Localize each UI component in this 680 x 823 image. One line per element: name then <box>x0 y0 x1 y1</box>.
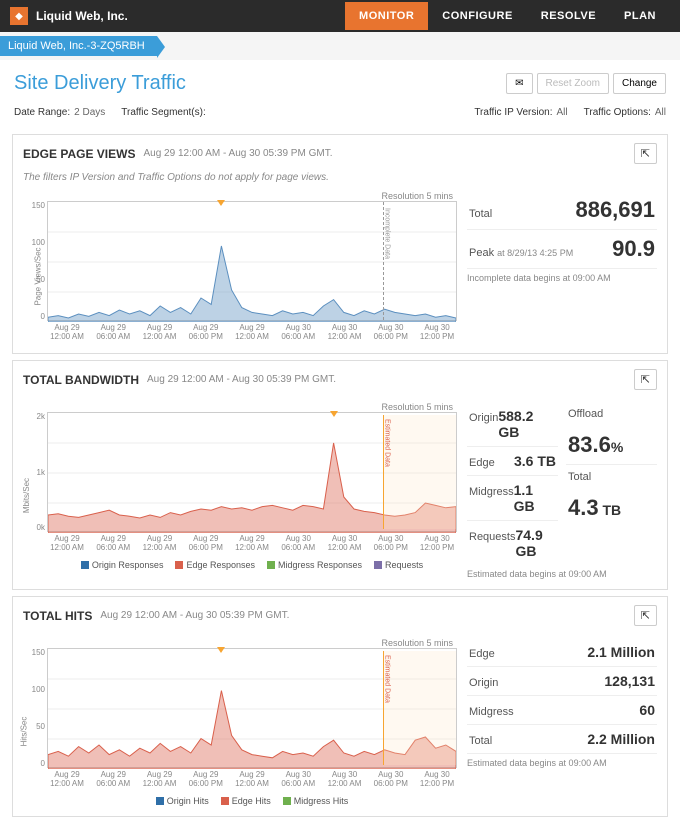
ip-version-label: Traffic IP Version: <box>474 107 552 118</box>
traffic-options-value: All <box>655 107 666 118</box>
panel-range: Aug 29 12:00 AM - Aug 30 05:39 PM GMT. <box>100 610 625 621</box>
panel-title: TOTAL BANDWIDTH <box>23 373 139 387</box>
change-button[interactable]: Change <box>613 73 666 94</box>
company-name: Liquid Web, Inc. <box>36 9 345 23</box>
nav-resolve[interactable]: RESOLVE <box>527 2 610 30</box>
mail-button[interactable]: ✉ <box>506 73 532 94</box>
nav-configure[interactable]: CONFIGURE <box>428 2 527 30</box>
x-ticks: Aug 2912:00 AMAug 2906:00 AMAug 2912:00 … <box>47 321 457 343</box>
panel-page-views: EDGE PAGE VIEWS Aug 29 12:00 AM - Aug 30… <box>12 134 668 354</box>
legend-bandwidth: Origin ResponsesEdge ResponsesMidgress R… <box>47 554 457 570</box>
stats-bandwidth: Origin588.2 GB Edge3.6 TB Midgress1.1 GB… <box>467 402 657 579</box>
date-range-label: Date Range: <box>14 107 70 118</box>
y-ticks: 150100500 <box>25 648 45 768</box>
breadcrumb-bar: Liquid Web, Inc.-3-ZQ5RBH <box>0 32 680 60</box>
panel-title: TOTAL HITS <box>23 609 92 623</box>
chart-bandwidth[interactable]: Estimated Data <box>47 412 457 532</box>
panel-bandwidth: TOTAL BANDWIDTH Aug 29 12:00 AM - Aug 30… <box>12 360 668 590</box>
x-ticks: Aug 2912:00 AMAug 2906:00 AMAug 2912:00 … <box>47 768 457 790</box>
reset-zoom-button[interactable]: Reset Zoom <box>537 73 609 94</box>
nav-plan[interactable]: PLAN <box>610 2 670 30</box>
stats-page-views: Total886,691 Peak at 8/29/13 4:25 PM90.9… <box>467 191 657 343</box>
logo-icon: ◆ <box>10 7 28 25</box>
filter-bar: Date Range: 2 Days Traffic Segment(s): Tr… <box>0 103 680 128</box>
page-title: Site Delivery Traffic <box>14 72 502 95</box>
resolution-label: Resolution 5 mins <box>23 191 457 201</box>
nav-monitor[interactable]: MONITOR <box>345 2 428 30</box>
chart-hits[interactable]: Estimated Data <box>47 648 457 768</box>
breadcrumb-item[interactable]: Liquid Web, Inc.-3-ZQ5RBH <box>0 36 157 56</box>
panel-note: The filters IP Version and Traffic Optio… <box>13 172 667 187</box>
stats-hits: Edge2.1 Million Origin128,131 Midgress60… <box>467 638 657 806</box>
panel-range: Aug 29 12:00 AM - Aug 30 05:39 PM GMT. <box>143 148 625 159</box>
y-ticks: 2k1k0k <box>25 412 45 532</box>
main-nav: MONITOR CONFIGURE RESOLVE PLAN <box>345 2 670 30</box>
panel-range: Aug 29 12:00 AM - Aug 30 05:39 PM GMT. <box>147 374 626 385</box>
chart-page-views[interactable]: Incomplete Data <box>47 201 457 321</box>
share-icon[interactable]: ⇱ <box>634 605 657 626</box>
page-header: Site Delivery Traffic ✉ Reset Zoom Chang… <box>0 60 680 103</box>
date-range-value: 2 Days <box>74 107 105 118</box>
share-icon[interactable]: ⇱ <box>634 369 657 390</box>
panel-title: EDGE PAGE VIEWS <box>23 147 135 161</box>
x-ticks: Aug 2912:00 AMAug 2906:00 AMAug 2912:00 … <box>47 532 457 554</box>
segments-label: Traffic Segment(s): <box>121 107 205 118</box>
traffic-options-label: Traffic Options: <box>584 107 651 118</box>
panel-hits: TOTAL HITS Aug 29 12:00 AM - Aug 30 05:3… <box>12 596 668 817</box>
share-icon[interactable]: ⇱ <box>634 143 657 164</box>
y-ticks: 150100500 <box>25 201 45 321</box>
top-bar: ◆ Liquid Web, Inc. MONITOR CONFIGURE RES… <box>0 0 680 32</box>
resolution-label: Resolution 5 mins <box>23 402 457 412</box>
ip-version-value: All <box>557 107 568 118</box>
legend-hits: Origin HitsEdge HitsMidgress Hits <box>47 790 457 806</box>
resolution-label: Resolution 5 mins <box>23 638 457 648</box>
